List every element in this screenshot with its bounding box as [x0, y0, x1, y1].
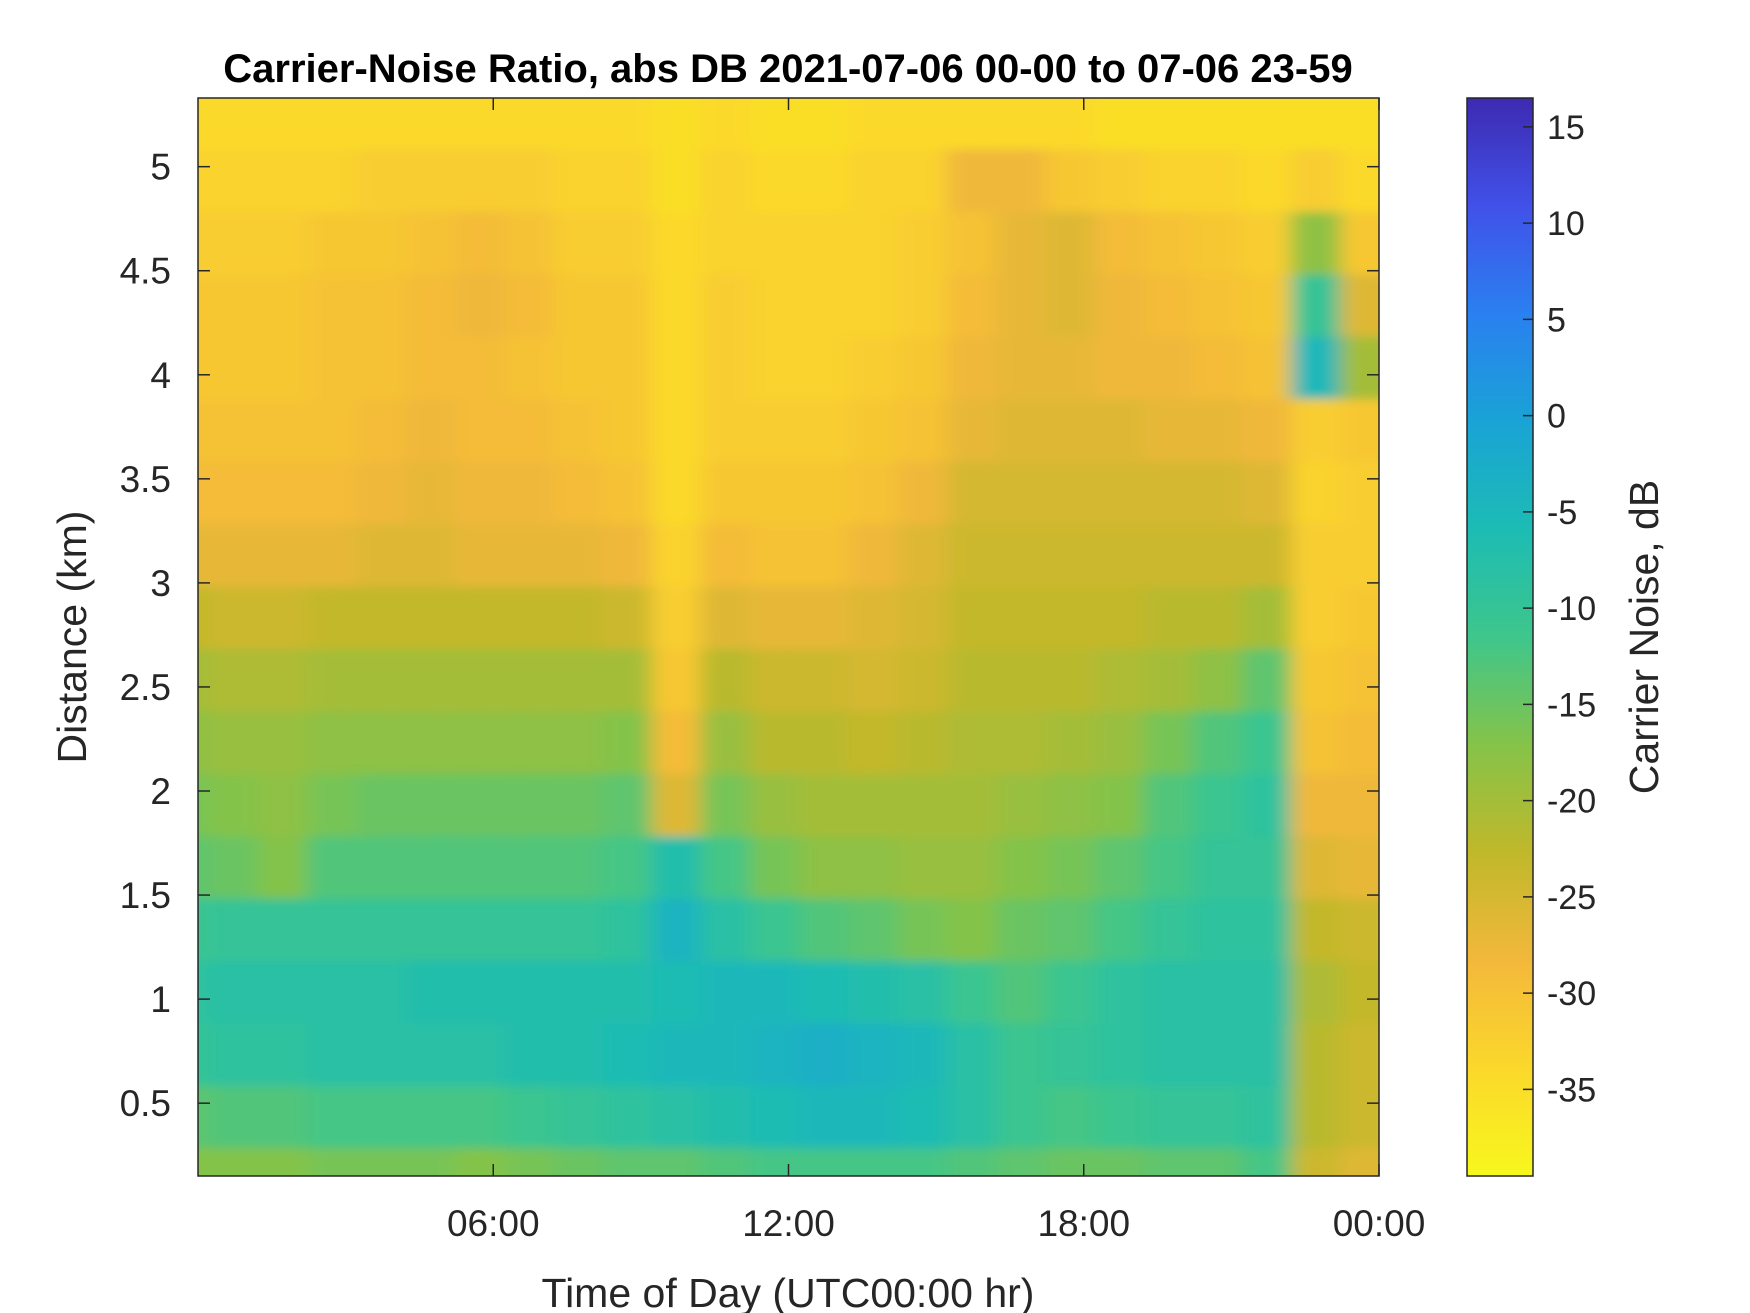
colorbar-tick-label: -20	[1547, 783, 1596, 821]
y-tick-label: 3.5	[120, 459, 171, 500]
colorbar-ticks: 15 10 5 0 -5 -10 -15 -20 -25 -30 -35	[1523, 109, 1596, 1109]
colorbar-tick-label: 0	[1547, 398, 1566, 436]
x-tick-label: 00:00	[1333, 1203, 1426, 1244]
y-axis-label: Distance (km)	[49, 511, 95, 764]
colorbar-label: Carrier Noise, dB	[1621, 480, 1667, 794]
heatmap-plot-area	[198, 98, 1379, 1176]
colorbar-tick-label: 5	[1547, 301, 1566, 339]
colorbar-tick-label: -10	[1547, 590, 1596, 628]
colorbar-gradient	[1467, 98, 1533, 1176]
y-tick-label: 1	[150, 979, 171, 1020]
y-tick-label: 2	[150, 771, 171, 812]
chart-title: Carrier-Noise Ratio, abs DB 2021-07-06 0…	[223, 47, 1352, 91]
y-axis: 0.5 1 1.5 2 2.5 3 3.5 4 4.5 5	[120, 147, 1379, 1124]
y-tick-label: 0.5	[120, 1083, 171, 1124]
y-tick-label: 2.5	[120, 667, 171, 708]
y-tick-label: 1.5	[120, 875, 171, 916]
colorbar-frame	[1466, 97, 1534, 1177]
y-tick-label: 5	[150, 147, 171, 188]
heatmap-cell	[1340, 98, 1379, 150]
x-axis: 06:00 12:00 18:00 00:00	[447, 98, 1425, 1244]
y-tick-label: 4.5	[120, 251, 171, 292]
colorbar-tick-label: -30	[1547, 975, 1596, 1013]
x-tick-label: 18:00	[1037, 1203, 1130, 1244]
heatmap-cells	[198, 98, 1379, 1176]
colorbar-tick-label: -25	[1547, 879, 1596, 917]
colorbar: 15 10 5 0 -5 -10 -15 -20 -25 -30 -35	[1466, 97, 1596, 1177]
y-tick-label: 4	[150, 355, 171, 396]
colorbar-tick-label: -35	[1547, 1071, 1596, 1109]
colorbar-tick-label: -15	[1547, 686, 1596, 724]
x-tick-label: 12:00	[742, 1203, 835, 1244]
x-tick-label: 06:00	[447, 1203, 540, 1244]
colorbar-tick-label: 15	[1547, 109, 1585, 147]
y-tick-label: 3	[150, 563, 171, 604]
x-axis-label: Time of Day (UTC00:00 hr)	[542, 1270, 1035, 1313]
colorbar-tick-label: 10	[1547, 205, 1585, 243]
colorbar-tick-label: -5	[1547, 494, 1577, 532]
